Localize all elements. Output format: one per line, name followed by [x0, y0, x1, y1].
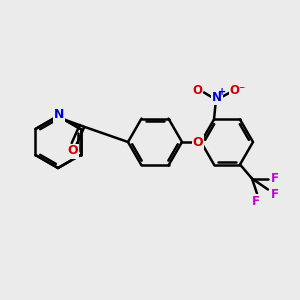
- Text: N: N: [212, 91, 222, 104]
- Text: N: N: [54, 109, 64, 122]
- Text: F: F: [271, 188, 279, 201]
- Text: O: O: [68, 145, 78, 158]
- Text: +: +: [218, 88, 226, 98]
- Text: F: F: [271, 172, 279, 185]
- Text: O⁻: O⁻: [230, 84, 246, 97]
- Text: O: O: [193, 136, 203, 148]
- Text: O: O: [192, 84, 202, 97]
- Text: F: F: [252, 195, 260, 208]
